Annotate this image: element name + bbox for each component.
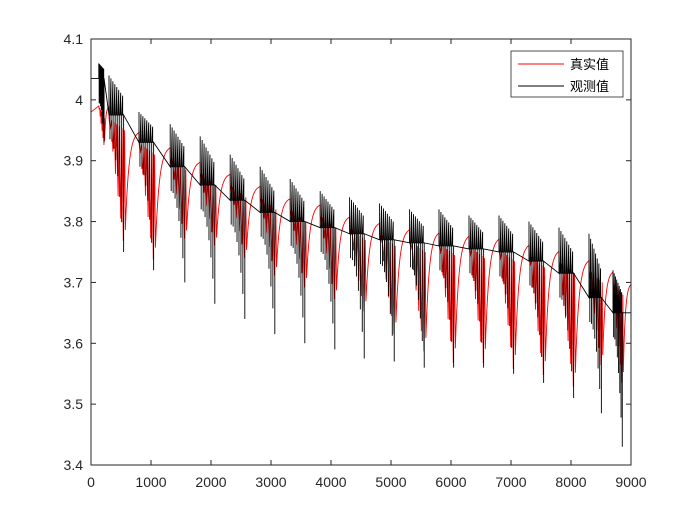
y-tick-label: 4 bbox=[75, 92, 83, 108]
x-tick-label: 2000 bbox=[195, 474, 226, 490]
y-tick-label: 3.8 bbox=[64, 214, 84, 230]
x-tick-label: 5000 bbox=[375, 474, 406, 490]
legend-label-observed-value: 观测值 bbox=[570, 79, 609, 95]
y-tick-label: 3.9 bbox=[64, 153, 84, 169]
legend-box bbox=[510, 50, 624, 98]
x-axis: 0 1000 2000 3000 4000 5000 6000 7000 8000 9000 bbox=[87, 39, 647, 490]
y-tick-label: 3.4 bbox=[64, 457, 84, 473]
legend-label-true-value: 真实值 bbox=[570, 57, 609, 73]
y-tick-label: 3.7 bbox=[64, 274, 84, 290]
x-tick-label: 8000 bbox=[555, 474, 586, 490]
plot-frame bbox=[90, 38, 632, 466]
x-tick-label: 3000 bbox=[255, 474, 286, 490]
y-tick-label: 3.6 bbox=[64, 335, 84, 351]
y-tick-label: 4.1 bbox=[64, 31, 84, 47]
series-line-true-value bbox=[91, 105, 631, 387]
x-tick-label: 4000 bbox=[315, 474, 346, 490]
legend: 真实值 观测值 bbox=[510, 50, 624, 98]
x-tick-label: 9000 bbox=[615, 474, 646, 490]
x-tick-label: 7000 bbox=[495, 474, 526, 490]
x-tick-label: 6000 bbox=[435, 474, 466, 490]
y-tick-label: 3.5 bbox=[64, 396, 84, 412]
x-tick-label: 0 bbox=[87, 474, 95, 490]
x-tick-label: 1000 bbox=[135, 474, 166, 490]
y-axis: 3.4 3.5 3.6 3.7 3.8 3.9 4 4.1 bbox=[64, 31, 631, 473]
plot-background bbox=[91, 39, 631, 465]
